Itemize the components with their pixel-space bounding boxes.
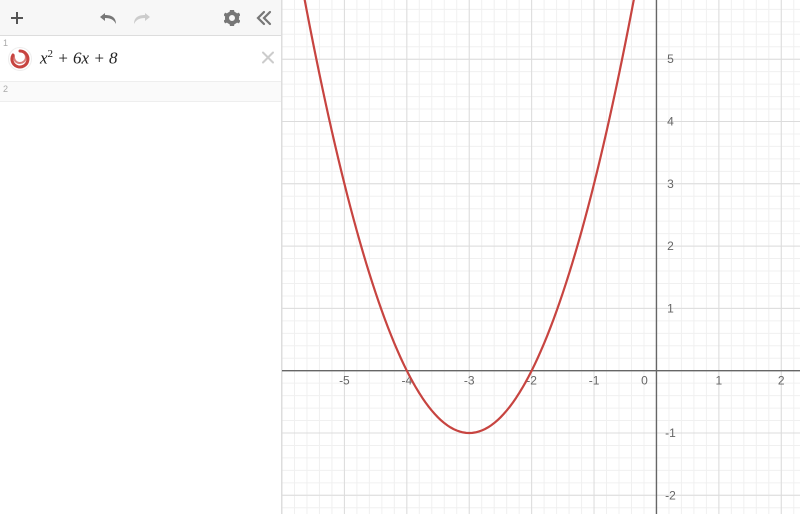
graph-canvas: -5-4-3-2-1012-2-112345 xyxy=(282,0,800,514)
undo-button[interactable] xyxy=(98,7,120,29)
app-root: 1 x2 + 6x + 8 2 -5-4-3 xyxy=(0,0,800,514)
svg-text:4: 4 xyxy=(667,114,674,128)
svg-text:-1: -1 xyxy=(665,426,676,440)
svg-text:-2: -2 xyxy=(665,488,676,502)
expression-sidebar: 1 x2 + 6x + 8 2 xyxy=(0,0,282,514)
swirl-icon xyxy=(10,49,30,69)
close-icon xyxy=(261,50,275,64)
expression-text[interactable]: x2 + 6x + 8 xyxy=(40,44,118,73)
expression-color-icon[interactable] xyxy=(6,45,34,73)
svg-text:3: 3 xyxy=(667,177,674,191)
svg-text:2: 2 xyxy=(667,239,674,253)
row-index: 1 xyxy=(3,38,8,48)
svg-text:5: 5 xyxy=(667,52,674,66)
row-index: 2 xyxy=(3,84,8,94)
sidebar-toolbar xyxy=(0,0,281,36)
gear-icon xyxy=(224,10,240,26)
undo-icon xyxy=(99,11,119,25)
delete-expression-button[interactable] xyxy=(261,47,275,70)
svg-text:-3: -3 xyxy=(464,374,475,388)
svg-text:1: 1 xyxy=(716,374,723,388)
expression-row-empty[interactable]: 2 xyxy=(0,82,281,102)
chevron-double-left-icon xyxy=(256,10,272,26)
settings-button[interactable] xyxy=(221,7,243,29)
svg-text:-5: -5 xyxy=(339,374,350,388)
svg-text:2: 2 xyxy=(778,374,785,388)
graph-pane[interactable]: -5-4-3-2-1012-2-112345 xyxy=(282,0,800,514)
collapse-sidebar-button[interactable] xyxy=(253,7,275,29)
expression-list: 1 x2 + 6x + 8 2 xyxy=(0,36,281,514)
redo-button[interactable] xyxy=(130,7,152,29)
expression-row[interactable]: 1 x2 + 6x + 8 xyxy=(0,36,281,82)
svg-text:-1: -1 xyxy=(589,374,600,388)
svg-text:1: 1 xyxy=(667,301,674,315)
redo-icon xyxy=(131,11,151,25)
svg-text:0: 0 xyxy=(641,374,648,388)
plus-icon xyxy=(9,10,25,26)
add-expression-button[interactable] xyxy=(6,7,28,29)
